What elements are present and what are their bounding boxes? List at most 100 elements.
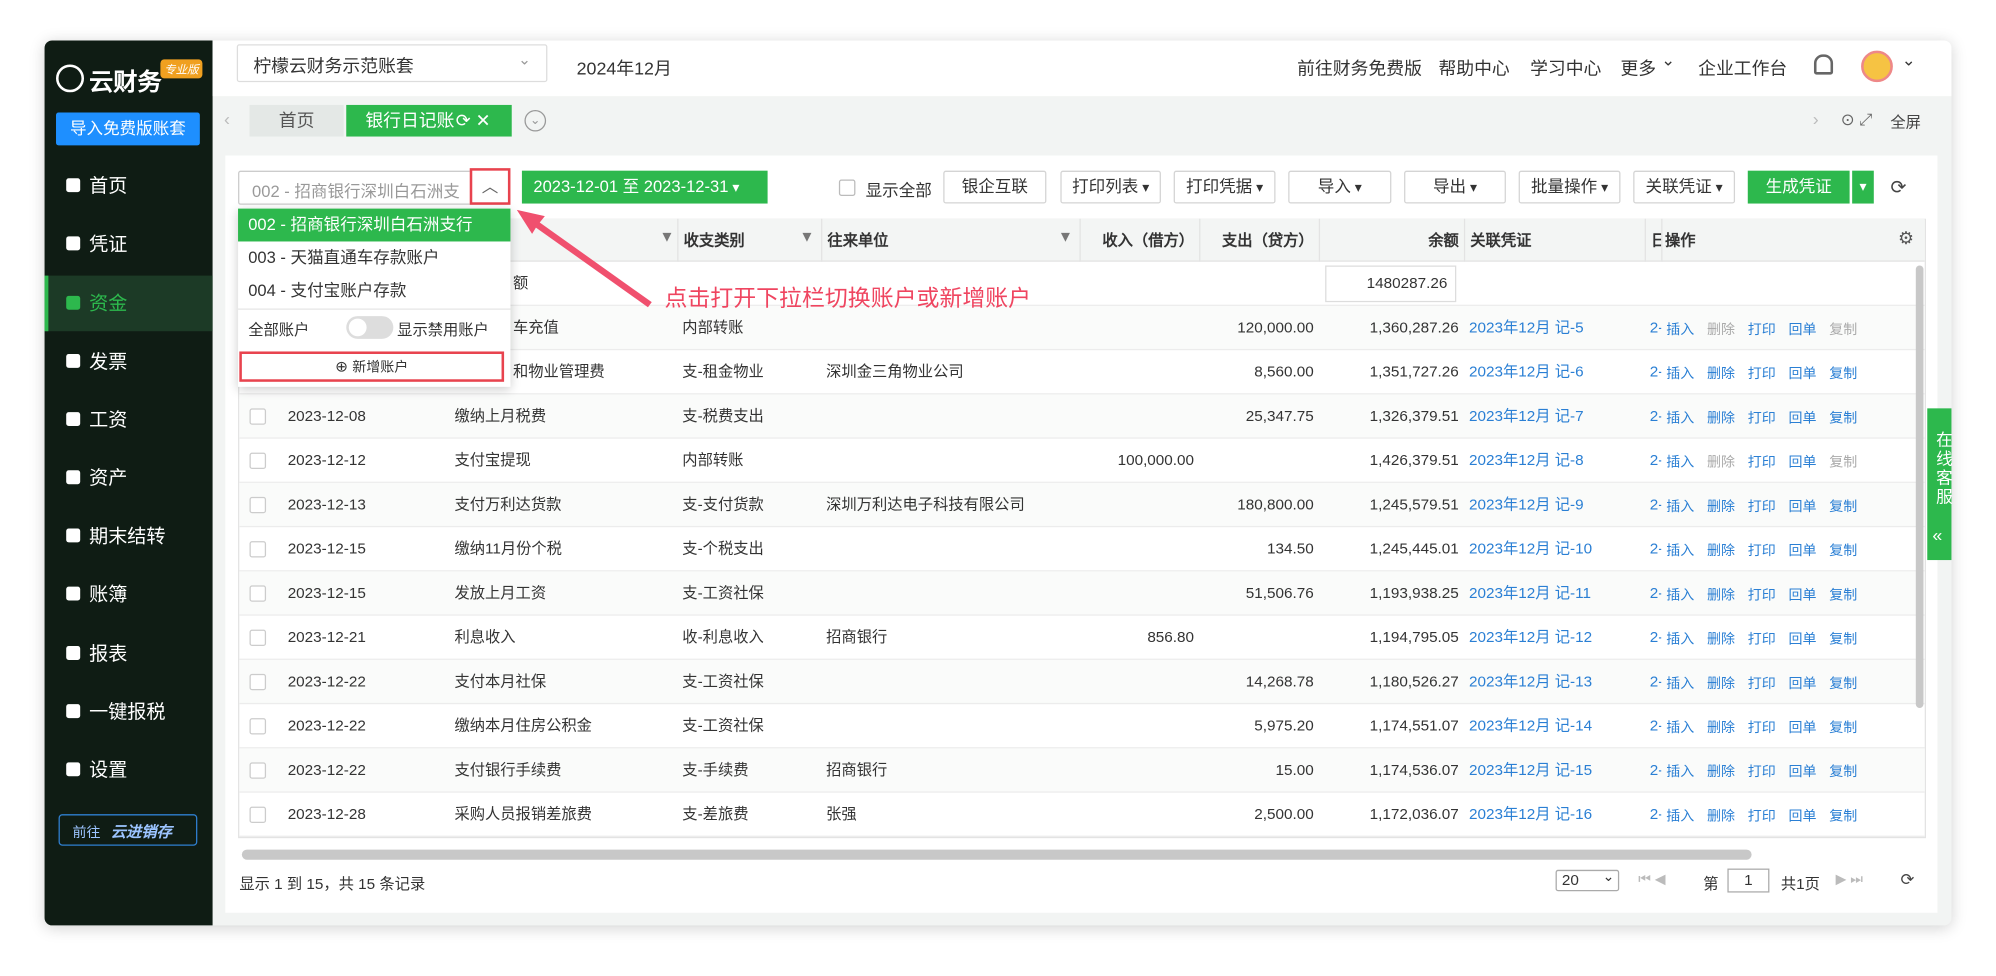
row-action[interactable]: 复制 (1829, 499, 1858, 515)
row-checkbox[interactable] (249, 762, 267, 779)
menu-item[interactable]: 资金 (44, 275, 213, 332)
row-action[interactable]: 删除 (1707, 720, 1736, 736)
voucher-link[interactable]: 2023年12月 记-8 (1468, 451, 1584, 470)
menu-item[interactable]: 工资 (45, 392, 213, 448)
row-action[interactable]: 复制 (1829, 676, 1858, 692)
row-action[interactable]: 复制 (1829, 366, 1858, 382)
checkbox[interactable] (838, 179, 856, 196)
dropdown-option[interactable]: 002 - 招商银行深圳白石洲支行 (238, 208, 511, 242)
pager-icons[interactable]: ⏮ ◀ (1638, 872, 1666, 888)
fullscreen[interactable]: 全屏 (1890, 113, 1921, 132)
promo-button[interactable]: 前往 云进销存 (58, 814, 198, 846)
voucher-link[interactable]: 2023年12月 记-5 (1468, 318, 1584, 337)
row-action[interactable]: 打印 (1747, 632, 1776, 648)
row-action[interactable]: 复制 (1829, 587, 1858, 604)
toolbar-button[interactable]: 导出 (1404, 170, 1506, 204)
row-action[interactable]: 删除 (1707, 632, 1736, 648)
row-action[interactable]: 复制 (1829, 543, 1858, 559)
bell-icon[interactable] (1813, 54, 1834, 75)
voucher-link[interactable]: 2023年12月 记-14 (1468, 716, 1593, 735)
voucher-link[interactable]: 2023年12月 记-12 (1468, 628, 1593, 647)
avatar[interactable] (1861, 50, 1893, 83)
row-action[interactable]: 打印 (1747, 543, 1776, 559)
row-action[interactable]: 打印 (1747, 764, 1776, 781)
toolbar-button[interactable]: 关联凭证 (1633, 170, 1736, 204)
row-action[interactable]: 删除 (1707, 499, 1736, 515)
page-input[interactable]: 1 (1727, 868, 1770, 893)
row-checkbox[interactable] (249, 452, 267, 470)
row-action[interactable]: 插入 (1666, 366, 1695, 382)
row-action[interactable]: 插入 (1666, 764, 1695, 781)
row-action[interactable]: 删除 (1707, 764, 1736, 781)
import-button[interactable]: 导入免费版账套 (56, 112, 200, 146)
generate-button[interactable]: 生成凭证 (1747, 170, 1850, 204)
all-accounts[interactable]: 全部账户 (248, 321, 310, 339)
row-checkbox[interactable] (249, 585, 267, 602)
toolbar-button[interactable]: 银企互联 (943, 170, 1047, 204)
dropdown-option[interactable]: 003 - 天猫直通车存款账户 (248, 247, 440, 267)
row-action[interactable]: 回单 (1788, 720, 1817, 736)
toolbar-button[interactable]: 打印凭据 (1173, 170, 1276, 204)
menu-item[interactable]: 报表 (45, 626, 213, 682)
row-action[interactable]: 删除 (1707, 809, 1736, 825)
row-action[interactable]: 插入 (1666, 499, 1695, 515)
dropdown-toggle[interactable]: ︿ (469, 168, 511, 205)
row-action[interactable]: 回单 (1788, 587, 1817, 604)
row-action[interactable]: 删除 (1707, 410, 1736, 427)
account-set-select[interactable]: 柠檬云财务示范账套 ⌄ (236, 44, 548, 83)
row-action[interactable]: 打印 (1747, 455, 1776, 471)
row-action[interactable]: 插入 (1666, 809, 1695, 825)
row-action[interactable]: 删除 (1707, 676, 1736, 692)
row-action[interactable]: 回单 (1788, 676, 1817, 692)
voucher-link[interactable]: 2023年12月 记-11 (1468, 584, 1592, 602)
date-range[interactable]: 2023-12-01 至 2023-12-31 (521, 170, 768, 204)
row-action[interactable]: 插入 (1666, 676, 1695, 692)
row-action[interactable]: 复制 (1829, 720, 1858, 736)
toolbar-button[interactable]: 批量操作 (1518, 170, 1621, 204)
menu-item[interactable]: 账簿 (45, 566, 213, 622)
tab-active[interactable]: 银行日记账 ⟳ ✕ (346, 104, 512, 137)
row-action[interactable]: 复制 (1829, 809, 1858, 825)
row-checkbox[interactable] (249, 806, 267, 824)
row-action[interactable]: 插入 (1666, 322, 1695, 338)
row-action[interactable]: 打印 (1747, 366, 1776, 382)
row-action[interactable]: 删除 (1707, 366, 1736, 382)
row-action[interactable]: 复制 (1829, 410, 1858, 427)
row-action[interactable]: 复制 (1829, 764, 1858, 781)
balance-input[interactable]: 1480287.26 (1325, 265, 1457, 303)
row-checkbox[interactable] (249, 718, 267, 735)
menu-item[interactable]: 一键报税 (45, 684, 213, 740)
row-action[interactable]: 插入 (1666, 543, 1695, 559)
voucher-link[interactable]: 2023年12月 记-13 (1468, 672, 1593, 691)
row-action[interactable]: 打印 (1747, 809, 1776, 825)
page-size[interactable]: 20 ⌄ (1555, 869, 1620, 892)
row-action[interactable]: 打印 (1747, 720, 1776, 736)
refresh[interactable]: ⟳ (1900, 869, 1915, 889)
row-action[interactable]: 回单 (1788, 764, 1817, 781)
row-checkbox[interactable] (249, 541, 267, 558)
row-action[interactable]: 插入 (1666, 632, 1695, 648)
row-action[interactable]: 回单 (1788, 543, 1817, 559)
add-account[interactable]: 新增账户 (239, 351, 505, 382)
row-checkbox[interactable] (249, 408, 267, 425)
row-action[interactable]: 删除 (1707, 543, 1736, 559)
voucher-link[interactable]: 2023年12月 记-6 (1468, 362, 1584, 381)
filter-icon[interactable]: ▼ (1057, 227, 1073, 246)
row-action[interactable]: 回单 (1788, 366, 1817, 382)
menu-item[interactable]: 发票 (45, 334, 213, 390)
top-link[interactable]: 更多 (1620, 58, 1657, 79)
row-action[interactable]: 回单 (1788, 809, 1817, 825)
voucher-link[interactable]: 2023年12月 记-16 (1468, 805, 1593, 824)
row-action[interactable]: 打印 (1747, 410, 1776, 427)
menu-item[interactable]: 凭证 (45, 216, 213, 272)
row-action[interactable]: 打印 (1747, 587, 1776, 604)
row-action[interactable]: 回单 (1788, 410, 1817, 427)
voucher-link[interactable]: 2023年12月 记-7 (1468, 407, 1584, 425)
settings-icon[interactable]: ⚙ (1897, 227, 1914, 248)
row-action[interactable]: 删除 (1707, 587, 1736, 604)
row-action[interactable]: 打印 (1747, 322, 1776, 338)
row-action[interactable]: 回单 (1788, 499, 1817, 515)
service-tab[interactable]: 在线客服 « (1927, 408, 1953, 561)
filter-icon[interactable]: ▼ (799, 227, 815, 246)
top-link[interactable]: 企业工作台 (1698, 58, 1788, 79)
